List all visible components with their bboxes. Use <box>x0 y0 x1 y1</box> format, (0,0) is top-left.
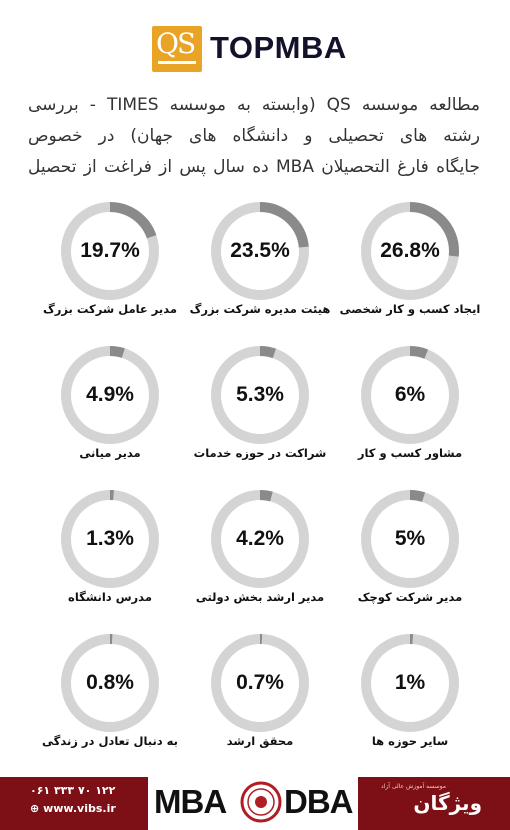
dba-logo: DBA <box>284 783 353 820</box>
donut-ring <box>211 490 309 588</box>
donut-category-label: مدیر شرکت کوچک <box>357 590 463 604</box>
donut-ring <box>361 202 459 300</box>
donut-value-arc <box>211 490 309 588</box>
donut-value-label: 19.7% <box>80 239 140 262</box>
donut-item: 0.7% محقق ارشد <box>185 630 335 750</box>
donut-ring <box>211 346 309 444</box>
intro-line-1: مطالعه موسسه QS (وابسته به موسسه TIMES -… <box>28 95 480 115</box>
donut-category-label: به دنبال تعادل در زندگی <box>42 734 178 748</box>
donut-item: 5.3% شراکت در حوزه خدمات <box>185 342 335 462</box>
donut-value-label: 23.5% <box>230 239 290 262</box>
donut-item: 6% مشاور کسب و کار <box>335 342 485 462</box>
qs-logo-icon: QS <box>152 26 202 72</box>
mba-logo: MBA <box>154 783 227 820</box>
donut-ring <box>211 202 309 300</box>
donut-value-label: 5.3% <box>236 383 284 406</box>
donut-ring <box>61 634 159 732</box>
donut-category-label: شراکت در حوزه خدمات <box>193 446 327 460</box>
donut-value-label: 26.8% <box>380 239 440 262</box>
footer: ۰۶۱ ۳۳۳ ۷۰ ۱۲۲ ⊕ www.vibs.ir MBA DBA موس… <box>0 777 510 830</box>
donut-grid: 26.8% ایجاد کسب و کار شخصی 23.5% هیئت مدیره… <box>35 198 485 750</box>
donut-value-arc <box>361 634 459 732</box>
donut-value-label: 5% <box>394 527 426 550</box>
donut-value-label: 0.7% <box>236 671 284 694</box>
donut-item: 23.5% هیئت مدیره شرکت بزرگ <box>185 198 335 318</box>
donut-value-arc <box>61 490 159 588</box>
donut-item: 0.8% به دنبال تعادل در زندگی <box>35 630 185 750</box>
donut-item: 5% مدیر شرکت کوچک <box>335 486 485 606</box>
donut-category-label: مدیر عامل شرکت بزرگ <box>43 302 177 316</box>
donut-value-label: 1.3% <box>86 527 134 550</box>
intro-text: مطالعه موسسه QS (وابسته به موسسه TIMES -… <box>28 90 480 183</box>
donut-value-arc <box>211 634 309 732</box>
phone-number: ۰۶۱ ۳۳۳ ۷۰ ۱۲۲ <box>30 784 116 797</box>
donut-item: 1.3% مدرس دانشگاه <box>35 486 185 606</box>
donut-category-label: سایر حوزه ها <box>371 734 449 748</box>
donut-value-label: 4.2% <box>236 527 284 550</box>
donut-category-label: مدیر میانی <box>79 446 141 460</box>
donut-ring <box>61 346 159 444</box>
website-text: www.vibs.ir <box>43 802 116 815</box>
donut-item: 4.2% مدیر ارشد بخش دولتی <box>185 486 335 606</box>
donut-value-label: 0.8% <box>86 671 134 694</box>
topmba-logo-text: TOPMBA <box>210 30 347 65</box>
donut-value-arc <box>211 346 309 444</box>
donut-category-label: محقق ارشد <box>226 734 294 748</box>
donut-value-arc <box>361 490 459 588</box>
donut-category-label: مشاور کسب و کار <box>357 446 463 460</box>
website-link[interactable]: ⊕ www.vibs.ir <box>30 802 116 815</box>
header: QS TOPMBA <box>0 24 510 84</box>
donut-value-label: 1% <box>394 671 426 694</box>
donut-value-arc <box>61 346 159 444</box>
intro-line-2: رشته های تحصیلی و دانشگاه های جهان) در خ… <box>28 126 480 146</box>
donut-value-arc <box>61 202 159 300</box>
donut-item: 19.7% مدیر عامل شرکت بزرگ <box>35 198 185 318</box>
footer-logo-panel: MBA DBA <box>148 777 358 830</box>
donut-ring <box>61 202 159 300</box>
donut-ring <box>361 634 459 732</box>
donut-category-label: مدرس دانشگاه <box>68 590 152 604</box>
donut-ring <box>361 490 459 588</box>
donut-item: 1% سایر حوزه ها <box>335 630 485 750</box>
donut-item: 26.8% ایجاد کسب و کار شخصی <box>335 198 485 318</box>
donut-value-label: 4.9% <box>86 383 134 406</box>
donut-ring <box>61 490 159 588</box>
donut-value-arc <box>361 346 459 444</box>
donut-category-label: ایجاد کسب و کار شخصی <box>339 302 481 316</box>
donut-category-label: هیئت مدیره شرکت بزرگ <box>189 302 331 316</box>
donut-category-label: مدیر ارشد بخش دولتی <box>195 590 325 604</box>
brand-name: ویژگان <box>413 791 482 815</box>
donut-ring <box>361 346 459 444</box>
donut-item: 4.9% مدیر میانی <box>35 342 185 462</box>
donut-value-label: 6% <box>394 383 426 406</box>
seal-icon <box>240 781 282 823</box>
donut-value-arc <box>361 202 459 300</box>
donut-ring <box>211 634 309 732</box>
brand-subtitle: موسسه آموزش عالی آزاد <box>381 783 446 790</box>
donut-value-arc <box>61 634 159 732</box>
globe-icon: ⊕ <box>30 802 40 815</box>
donut-value-arc <box>211 202 309 300</box>
intro-line-3: جایگاه فارغ التحصیلان MBA ده سال پس از ف… <box>28 157 480 177</box>
